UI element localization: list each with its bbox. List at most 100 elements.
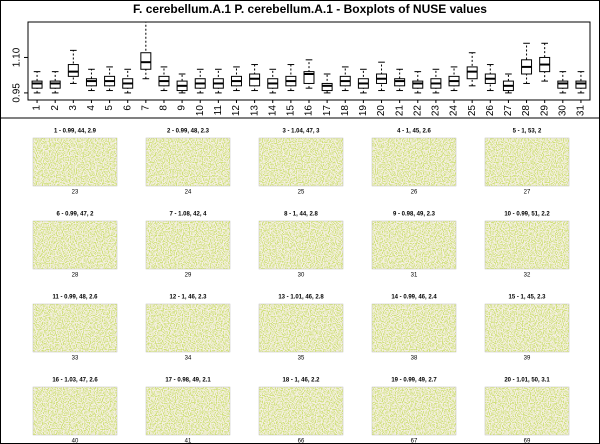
- panel-title: 9 - 0.98, 49, 2.3: [393, 212, 436, 218]
- panel-title: 13 - 1.01, 46, 2.8: [278, 295, 324, 301]
- box: [413, 81, 423, 88]
- box: [50, 81, 60, 88]
- x-tick-label: 14: [267, 105, 278, 117]
- box: [576, 81, 586, 88]
- thumbnail-texture: [259, 387, 343, 435]
- panel-label: 38: [411, 356, 418, 362]
- chart-title: F. cerebellum.A.1 P. cerebellum.A.1 - Bo…: [133, 2, 487, 16]
- panel-title: 3 - 1.04, 47, 3: [282, 129, 320, 135]
- x-tick-label: 23: [431, 105, 442, 117]
- panel-label: 41: [185, 439, 192, 444]
- thumbnail-texture: [485, 221, 569, 269]
- x-tick-label: 13: [249, 105, 260, 117]
- x-tick-label: 2: [50, 105, 61, 111]
- x-tick-label: 24: [449, 105, 460, 117]
- x-tick-label: 20: [376, 105, 387, 117]
- panel-title: 16 - 1.03, 47, 2.6: [52, 378, 98, 384]
- x-tick-label: 17: [322, 105, 333, 117]
- thumbnail-texture: [485, 138, 569, 186]
- thumbnail-texture: [146, 221, 230, 269]
- panel-title: 12 - 1, 46, 2.3: [169, 295, 207, 301]
- thumbnail-texture: [33, 138, 117, 186]
- panel-label: 27: [524, 190, 531, 196]
- x-tick-label: 19: [358, 105, 369, 117]
- x-tick-label: 29: [539, 105, 550, 117]
- x-tick-label: 10: [195, 105, 206, 117]
- panel-title: 5 - 1, 53, 2: [513, 129, 542, 135]
- thumbnail-texture: [33, 387, 117, 435]
- panel-label: 29: [185, 273, 192, 279]
- thumbnail-texture: [372, 138, 456, 186]
- panel-title: 2 - 0.99, 48, 2.3: [167, 129, 210, 135]
- x-tick-label: 11: [213, 105, 224, 116]
- panel-title: 17 - 0.98, 49, 2.1: [165, 378, 211, 384]
- thumbnail-texture: [259, 138, 343, 186]
- panel-label: 66: [298, 439, 305, 444]
- x-tick-label: 30: [557, 105, 568, 117]
- box: [467, 67, 477, 79]
- thumbnail-texture: [33, 221, 117, 269]
- panel-label: 35: [298, 356, 305, 362]
- thumbnail-texture: [372, 221, 456, 269]
- thumbnail-texture: [485, 387, 569, 435]
- panel-label: 40: [72, 439, 79, 444]
- x-tick-label: 18: [340, 105, 351, 117]
- x-tick-label: 1: [32, 105, 43, 111]
- panel-title: 19 - 0.99, 49, 2.7: [391, 378, 437, 384]
- x-tick-label: 28: [521, 105, 532, 117]
- panel-label: 69: [524, 439, 531, 444]
- thumbnail-texture: [146, 138, 230, 186]
- box: [322, 83, 332, 90]
- y-tick-label: 0.95: [12, 83, 23, 103]
- panel-title: 6 - 0.99, 47, 2: [56, 212, 94, 218]
- y-tick-label: 1.10: [12, 47, 23, 67]
- page: F. cerebellum.A.1 P. cerebellum.A.1 - Bo…: [0, 0, 600, 444]
- thumbnail-texture: [33, 304, 117, 352]
- panel-label: 34: [185, 356, 192, 362]
- x-tick-label: 5: [104, 105, 115, 111]
- panel-title: 1 - 0.99, 44, 2.9: [54, 129, 97, 135]
- panel-label: 28: [72, 273, 79, 279]
- x-tick-label: 16: [304, 105, 315, 117]
- panel-label: 26: [411, 190, 418, 196]
- panel-title: 20 - 1.01, 50, 3.1: [504, 378, 550, 384]
- box: [395, 79, 405, 86]
- x-tick-label: 27: [503, 105, 514, 117]
- x-tick-label: 3: [68, 105, 79, 111]
- panel-label: 33: [72, 356, 79, 362]
- thumbnail-texture: [146, 387, 230, 435]
- panel-label: 67: [411, 439, 418, 444]
- panel-title: 10 - 0.99, 51, 2.2: [504, 212, 550, 218]
- panel-title: 18 - 1, 46, 2.2: [282, 378, 320, 384]
- panel-label: 23: [72, 190, 79, 196]
- x-tick-label: 7: [140, 105, 151, 111]
- box: [558, 81, 568, 88]
- x-tick-label: 25: [467, 105, 478, 117]
- panel-title: 4 - 1, 45, 2.6: [397, 129, 431, 135]
- x-tick-label: 22: [412, 105, 423, 117]
- x-tick-label: 6: [122, 105, 133, 111]
- box: [86, 79, 96, 86]
- panel-label: 30: [298, 273, 305, 279]
- panel-title: 14 - 0.99, 46, 2.4: [391, 295, 437, 301]
- panel-label: 25: [298, 190, 305, 196]
- x-tick-label: 31: [576, 105, 587, 117]
- x-tick-label: 12: [231, 105, 242, 117]
- thumbnail-texture: [259, 221, 343, 269]
- panel-title: 11 - 0.99, 48, 2.6: [52, 295, 98, 301]
- box: [141, 53, 151, 70]
- panel-title: 7 - 1.08, 42, 4: [169, 212, 207, 218]
- x-tick-label: 26: [485, 105, 496, 117]
- x-tick-label: 8: [159, 105, 170, 111]
- panel-label: 24: [185, 190, 192, 196]
- thumbnail-texture: [372, 304, 456, 352]
- x-tick-label: 4: [86, 105, 97, 111]
- x-tick-label: 9: [177, 105, 188, 111]
- panel-label: 31: [411, 273, 418, 279]
- panel-label: 39: [524, 356, 531, 362]
- x-tick-label: 15: [286, 105, 297, 117]
- thumbnail-texture: [372, 387, 456, 435]
- box: [32, 81, 42, 88]
- panel-label: 32: [524, 273, 531, 279]
- panel-title: 15 - 1, 45, 2.3: [508, 295, 546, 301]
